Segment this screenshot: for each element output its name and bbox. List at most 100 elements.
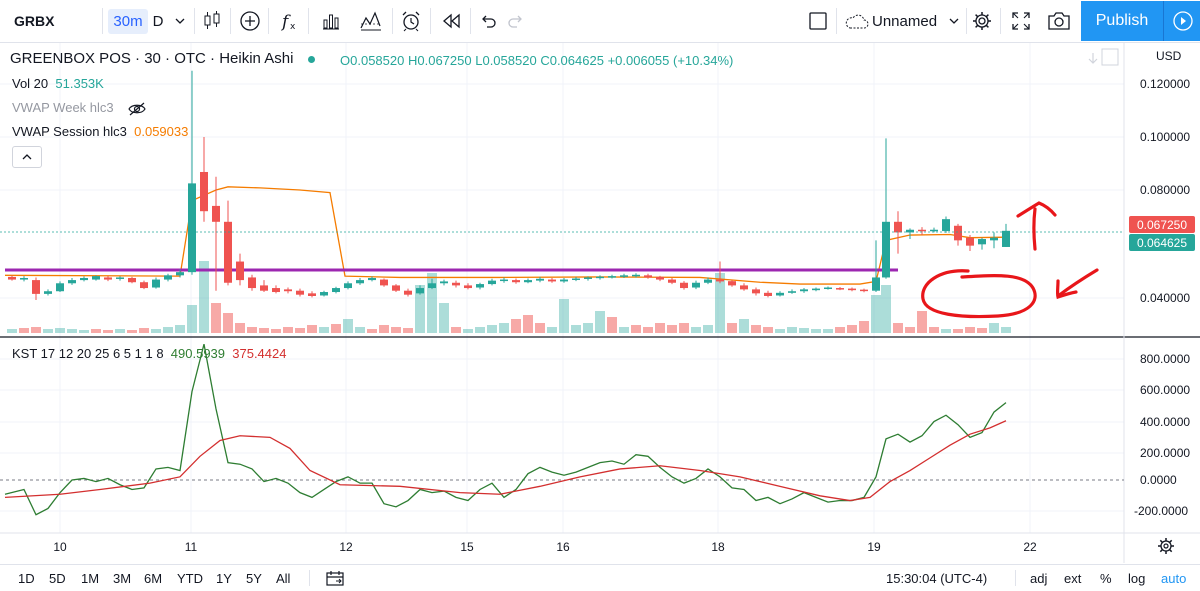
layout-select-icon[interactable] xyxy=(804,0,832,42)
price-axis-currency[interactable]: USD xyxy=(1156,49,1182,63)
layout-name[interactable]: Unnamed xyxy=(872,0,944,42)
kst-axis-tick: -200.0000 xyxy=(1134,504,1188,518)
range-1d[interactable]: 1D xyxy=(18,565,35,591)
kst-line xyxy=(4,343,1007,516)
toggle-log[interactable]: log xyxy=(1128,565,1145,591)
separator xyxy=(430,8,431,34)
time-axis-tick: 19 xyxy=(867,540,881,554)
kst-label: KST 17 12 20 25 6 5 1 1 8 xyxy=(12,346,164,361)
ohlc-open-label: O xyxy=(340,53,351,68)
gear-icon[interactable] xyxy=(1158,538,1174,554)
range-3m[interactable]: 3M xyxy=(113,565,131,591)
ohlc-high: 0.067250 xyxy=(417,53,472,68)
range-ytd[interactable]: YTD xyxy=(177,565,203,591)
templates-icon[interactable] xyxy=(316,0,346,42)
redo-icon[interactable] xyxy=(502,0,530,42)
range-label: D xyxy=(152,12,164,30)
camera-icon[interactable] xyxy=(1044,0,1074,42)
range-5d[interactable]: 5D xyxy=(49,565,66,591)
range-5y[interactable]: 5Y xyxy=(246,565,262,591)
play-circle-icon xyxy=(1172,11,1193,31)
legend-kst[interactable]: KST 17 12 20 25 6 5 1 1 8 490.5939 375.4… xyxy=(12,346,286,361)
scroll-down-icon[interactable] xyxy=(1088,53,1098,64)
fullscreen-icon[interactable] xyxy=(1006,0,1036,42)
kst-signal-value: 375.4424 xyxy=(232,346,287,361)
annotation-circle[interactable] xyxy=(921,269,1037,319)
vwap-session-line xyxy=(4,186,1007,285)
range-1y[interactable]: 1Y xyxy=(216,565,232,591)
candles-icon[interactable] xyxy=(198,0,226,42)
gear-icon[interactable] xyxy=(968,0,996,42)
clock-timezone[interactable]: 15:30:04 (UTC-4) xyxy=(886,565,987,591)
option-label: % xyxy=(1100,570,1112,586)
legend-volume[interactable]: Vol 20 51.353K xyxy=(12,76,104,91)
time-axis-tick: 16 xyxy=(556,540,570,554)
range-label: 1Y xyxy=(216,570,232,586)
annotation-up-arrow[interactable] xyxy=(1016,201,1057,251)
market-status-dot xyxy=(307,55,315,63)
legend-vwap-session[interactable]: VWAP Session hlc3 0.059033 xyxy=(12,124,188,139)
replay-icon[interactable] xyxy=(436,0,466,42)
separator xyxy=(470,8,471,34)
chevron-up-icon xyxy=(22,154,32,160)
volume-bars xyxy=(7,261,1011,333)
collapse-legend-button[interactable] xyxy=(12,146,42,168)
toggle-percent[interactable]: % xyxy=(1100,565,1112,591)
legend-ohlc: O0.058520 H0.067250 L0.058520 C0.064625 … xyxy=(340,53,733,68)
ohlc-open: 0.058520 xyxy=(350,53,405,68)
time-axis-tick: 22 xyxy=(1023,540,1037,554)
interval-label: 30m xyxy=(108,8,148,34)
range-all[interactable]: All xyxy=(276,565,290,591)
bottom-toolbar: 1D 5D 1M 3M 6M YTD 1Y 5Y All 15:30:04 (U… xyxy=(0,564,1200,591)
separator xyxy=(836,8,837,34)
separator xyxy=(309,570,310,586)
kst-axis-tick: 600.0000 xyxy=(1140,383,1190,397)
kst-axis-tick: 400.0000 xyxy=(1140,415,1190,429)
time-axis-tick: 11 xyxy=(185,540,198,554)
price-axis-tick: 0.040000 xyxy=(1140,291,1190,305)
range-label: 6M xyxy=(144,570,163,586)
range-label: 1M xyxy=(81,570,100,586)
svg-text:f: f xyxy=(280,12,291,32)
maximize-pane-icon[interactable] xyxy=(1101,48,1119,66)
range-6m[interactable]: 6M xyxy=(144,565,162,591)
legend-vwap-week[interactable]: VWAP Week hlc3 xyxy=(12,100,147,116)
toggle-adj[interactable]: adj xyxy=(1030,565,1047,591)
chart-properties-icon[interactable] xyxy=(356,0,386,42)
publish-dropdown-button[interactable] xyxy=(1163,1,1200,41)
layout-name-label: Unnamed xyxy=(872,12,938,30)
publish-label: Publish xyxy=(1095,12,1149,29)
option-label: log xyxy=(1128,570,1146,586)
chevron-down-icon[interactable] xyxy=(944,0,964,42)
undo-icon[interactable] xyxy=(474,0,502,42)
chart-canvas[interactable]: USD 0.120000 0.100000 0.080000 0.040000 … xyxy=(0,43,1200,564)
symbol-search[interactable]: GRBX xyxy=(0,0,100,42)
interval-button[interactable]: 30m xyxy=(108,0,148,42)
ohlc-low-label: L xyxy=(475,53,483,68)
vwap-session-label: VWAP Session hlc3 xyxy=(12,124,127,139)
time-label: 15:30:04 (UTC-4) xyxy=(886,570,988,586)
publish-button[interactable]: Publish xyxy=(1081,1,1163,41)
compare-add-icon[interactable] xyxy=(236,0,264,42)
eye-hidden-icon[interactable] xyxy=(127,102,147,116)
legend-title[interactable]: GREENBOX POS · 30 · OTC · Heikin Ashi xyxy=(10,50,315,67)
toggle-auto[interactable]: auto xyxy=(1161,565,1186,591)
chevron-down-icon[interactable] xyxy=(170,0,190,42)
calendar-icon[interactable] xyxy=(326,565,344,591)
option-label: auto xyxy=(1161,570,1187,586)
range-button[interactable]: D xyxy=(150,0,166,42)
range-1m[interactable]: 1M xyxy=(81,565,99,591)
kst-value: 490.5939 xyxy=(170,346,226,361)
toggle-ext[interactable]: ext xyxy=(1064,565,1081,591)
grid xyxy=(0,43,1124,533)
annotation-down-arrow[interactable] xyxy=(1055,268,1099,300)
alert-icon[interactable] xyxy=(396,0,426,42)
ohlc-change: +0.006055 (+10.34%) xyxy=(607,53,734,68)
range-label: 5Y xyxy=(246,570,262,586)
separator xyxy=(308,8,309,34)
range-label: YTD xyxy=(177,570,203,586)
kst-axis-tick: 800.0000 xyxy=(1140,352,1190,366)
range-label: All xyxy=(276,570,291,586)
